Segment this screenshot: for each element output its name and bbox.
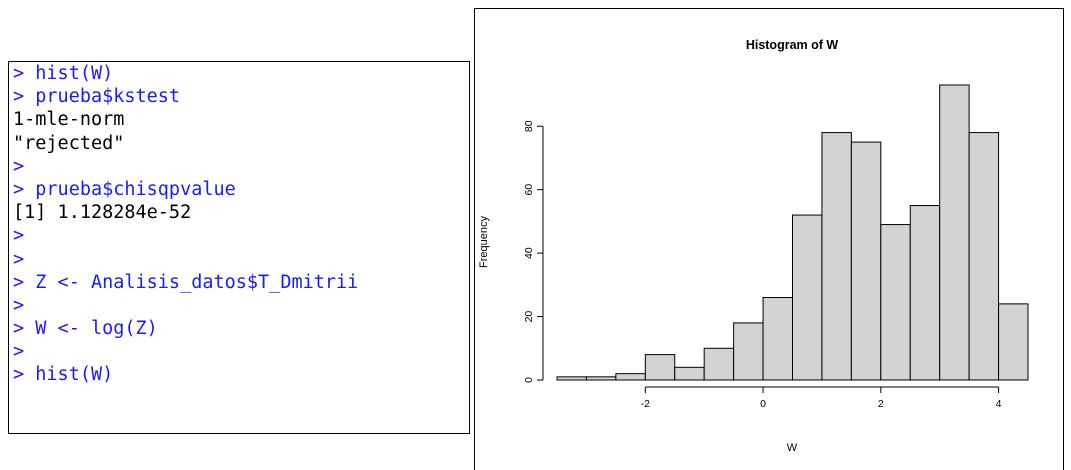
console-line: > hist(W) bbox=[13, 62, 469, 85]
histogram-bar bbox=[998, 303, 1029, 381]
histogram-bar bbox=[615, 373, 646, 381]
console-output: "rejected" bbox=[13, 132, 125, 154]
console-line: > bbox=[13, 294, 469, 317]
console-line: > prueba$chisqpvalue bbox=[13, 178, 469, 201]
y-axis: 0 20 40 60 80 bbox=[523, 120, 544, 383]
x-axis-label: W bbox=[787, 442, 798, 454]
y-axis-label: Frequency bbox=[478, 216, 490, 268]
console-output: [1] 1.128284e-52 bbox=[13, 202, 192, 224]
console-line: [1] 1.128284e-52 bbox=[13, 201, 469, 224]
histogram-bar bbox=[792, 214, 823, 381]
console-prompt: > bbox=[13, 318, 36, 340]
histogram-bar bbox=[850, 141, 882, 381]
console-line: "rejected" bbox=[13, 132, 469, 155]
y-tick-label: 20 bbox=[523, 311, 535, 323]
histogram-bar bbox=[703, 347, 735, 381]
x-tick-label: -2 bbox=[641, 398, 650, 410]
console-line: > W <- log(Z) bbox=[13, 317, 469, 340]
console-command: prueba$chisqpvalue bbox=[35, 178, 236, 200]
chart-title: Histogram of W bbox=[746, 38, 839, 52]
console-prompt: > bbox=[13, 86, 36, 108]
console-line: > bbox=[13, 224, 469, 247]
x-tick-label: 4 bbox=[996, 398, 1002, 410]
plot-panel: Histogram of W W Frequency -2 0 2 4 0 20 40 60… bbox=[474, 8, 1064, 470]
console-output: 1-mle-norm bbox=[13, 109, 125, 131]
histogram-bar bbox=[733, 322, 764, 381]
y-tick-label: 80 bbox=[523, 120, 535, 132]
histogram-chart: Histogram of W W Frequency -2 0 2 4 0 20 40 60… bbox=[478, 38, 1029, 454]
console-prompt: > bbox=[13, 155, 25, 177]
histogram-bar bbox=[939, 84, 970, 381]
console-prompt: > bbox=[13, 178, 36, 200]
console-line: > hist(W) bbox=[13, 363, 469, 386]
x-axis: -2 0 2 4 bbox=[641, 386, 1002, 410]
r-console[interactable]: > hist(W) > prueba$kstest 1-mle-norm "rejec… bbox=[8, 61, 470, 434]
histogram-bar bbox=[968, 132, 1000, 381]
y-tick-label: 0 bbox=[523, 377, 535, 383]
console-line: > prueba$kstest bbox=[13, 85, 469, 108]
x-tick-label: 2 bbox=[878, 398, 884, 410]
y-tick-label: 60 bbox=[523, 184, 535, 196]
histogram-bar bbox=[909, 205, 941, 381]
console-prompt: > bbox=[13, 225, 25, 247]
y-tick-label: 40 bbox=[523, 247, 535, 259]
console-command: Z <- Analisis_datos$T_Dmitrii bbox=[35, 271, 359, 293]
console-prompt: > bbox=[13, 341, 25, 363]
console-command: prueba$kstest bbox=[35, 86, 181, 108]
console-command: W <- log(Z) bbox=[35, 318, 158, 340]
console-line: > bbox=[13, 248, 469, 271]
console-prompt: > bbox=[13, 63, 36, 84]
console-line: > Z <- Analisis_datos$T_Dmitrii bbox=[13, 271, 469, 294]
histogram-bar bbox=[821, 132, 852, 381]
console-command: hist(W) bbox=[35, 364, 114, 386]
console-prompt: > bbox=[13, 364, 36, 386]
histogram-bar bbox=[880, 224, 911, 381]
console-prompt: > bbox=[13, 248, 25, 270]
console-prompt: > bbox=[13, 294, 25, 316]
histogram-bar bbox=[762, 297, 793, 381]
histogram-bar bbox=[556, 376, 587, 381]
histogram-bar bbox=[674, 366, 705, 381]
histogram-bar bbox=[644, 354, 676, 381]
histogram-bars bbox=[556, 84, 1029, 381]
histogram-bar bbox=[585, 376, 617, 381]
console-prompt: > bbox=[13, 271, 36, 293]
x-tick-label: 0 bbox=[760, 398, 766, 410]
console-line: > bbox=[13, 155, 469, 178]
console-line: > bbox=[13, 340, 469, 363]
console-line: 1-mle-norm bbox=[13, 108, 469, 131]
console-command: hist(W) bbox=[35, 63, 114, 84]
